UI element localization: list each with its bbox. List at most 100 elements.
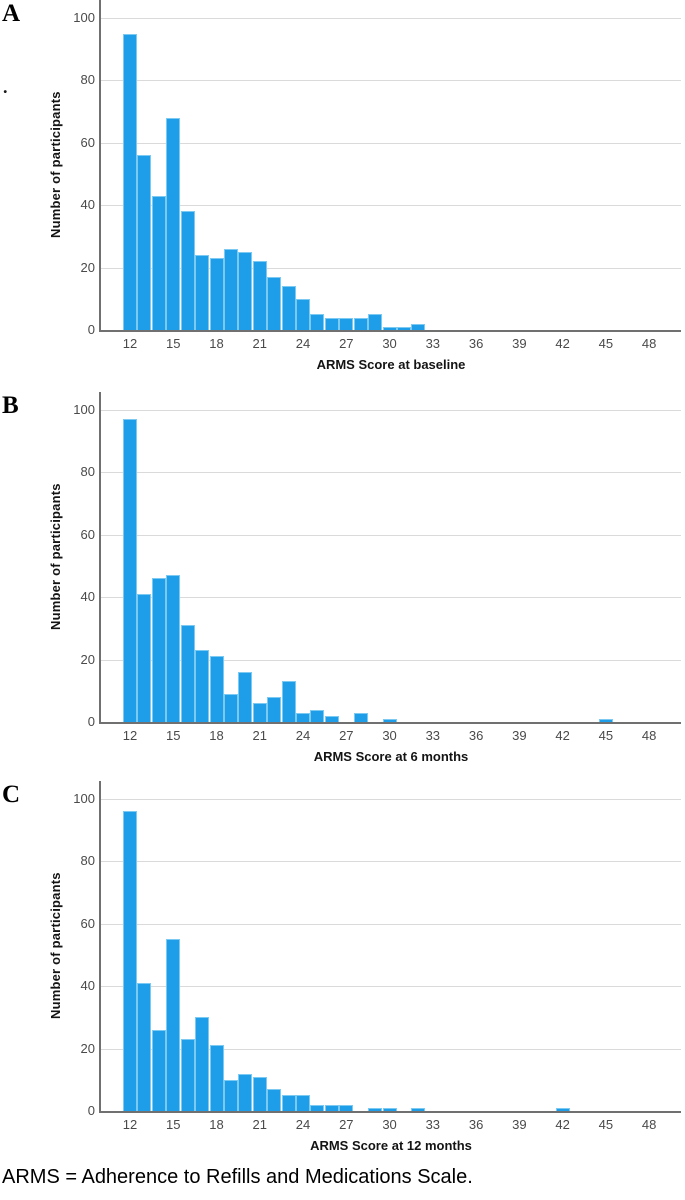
- histogram-bar: [296, 1095, 311, 1111]
- y-tick-label: 100: [73, 402, 95, 417]
- histogram-bar: [324, 1104, 339, 1111]
- histogram-bar: [180, 211, 195, 330]
- x-tick-label: 42: [555, 336, 570, 351]
- histogram-bar: [166, 939, 181, 1111]
- gridline: [101, 659, 681, 661]
- x-axis-title: ARMS Score at 6 months: [313, 749, 469, 764]
- histogram-bar: [180, 1039, 195, 1111]
- histogram-bar: [195, 1017, 210, 1111]
- histogram-bar: [339, 317, 354, 330]
- gridline: [101, 986, 681, 988]
- x-tick-label: 39: [512, 728, 527, 743]
- histogram-bar: [353, 712, 368, 722]
- x-axis-title: ARMS Score at 12 months: [310, 1138, 472, 1153]
- x-axis-line: [99, 1111, 681, 1113]
- x-tick-label: 48: [641, 728, 657, 743]
- y-tick-label: 20: [80, 259, 95, 275]
- x-tick-label: 18: [209, 728, 224, 743]
- histogram-bar: [151, 578, 166, 722]
- x-tick-label: 24: [295, 336, 311, 351]
- histogram-bar: [166, 117, 181, 330]
- histogram-bar: [166, 575, 181, 722]
- histogram-bar: [223, 1079, 238, 1111]
- panel-label: C: [2, 781, 21, 808]
- gridline: [101, 1048, 681, 1050]
- histogram-bar: [238, 1073, 253, 1111]
- x-tick-label: 12: [122, 728, 138, 743]
- histogram-bar: [267, 697, 282, 722]
- histogram-bar: [151, 1029, 166, 1111]
- histogram-bar: [238, 252, 253, 330]
- y-axis-line: [99, 392, 101, 724]
- y-axis-title: Number of participants: [48, 872, 63, 1020]
- y-tick-label: 0: [87, 714, 95, 729]
- x-tick-label: 27: [339, 336, 354, 351]
- y-tick-label: 0: [87, 322, 95, 337]
- histogram-bar: [281, 681, 296, 722]
- histogram-bar: [310, 314, 325, 330]
- histogram-bar: [123, 811, 137, 1111]
- x-tick-label: 33: [425, 336, 441, 351]
- histogram-bar: [137, 594, 152, 722]
- x-tick-label: 15: [166, 336, 181, 351]
- histogram-bar: [252, 261, 267, 330]
- histogram-bar: [310, 709, 325, 722]
- x-tick-label: 18: [209, 336, 224, 351]
- x-tick-label: 30: [382, 728, 397, 743]
- histogram-bar: [137, 155, 152, 330]
- y-axis-title: Number of participants: [48, 483, 63, 631]
- x-tick-label: 33: [425, 728, 441, 743]
- histogram-bar: [281, 286, 296, 330]
- y-tick-label: 40: [80, 197, 95, 213]
- y-tick-label: 80: [80, 72, 95, 88]
- panel-label: B: [2, 392, 19, 419]
- histogram-bar: [396, 326, 411, 330]
- y-axis-line: [99, 0, 101, 332]
- histogram-bar: [195, 650, 210, 722]
- gridline: [101, 597, 681, 599]
- x-tick-label: 12: [122, 336, 138, 351]
- x-tick-label: 30: [382, 336, 397, 351]
- y-tick-label: 80: [80, 853, 95, 869]
- x-tick-label: 45: [598, 1117, 614, 1132]
- gridline: [101, 410, 681, 411]
- y-tick-label: 40: [80, 589, 95, 605]
- x-tick-label: 15: [166, 1117, 181, 1132]
- y-tick-label: 60: [80, 526, 95, 542]
- histogram-bar: [324, 317, 339, 330]
- stray-period: .: [3, 77, 8, 97]
- x-tick-label: 48: [641, 336, 657, 351]
- histogram-bar: [382, 326, 397, 330]
- x-tick-label: 45: [598, 336, 614, 351]
- x-tick-label: 21: [252, 728, 267, 743]
- histogram-bar: [296, 712, 311, 722]
- x-tick-label: 24: [295, 1117, 311, 1132]
- histogram-bar: [411, 323, 426, 330]
- histogram-bar: [382, 1107, 397, 1111]
- gridline: [101, 267, 681, 269]
- x-tick-label: 18: [209, 1117, 224, 1132]
- histogram-bar: [324, 715, 339, 722]
- x-tick-label: 27: [339, 1117, 354, 1132]
- gridline: [101, 923, 681, 925]
- y-tick-label: 100: [73, 791, 95, 806]
- x-tick-label: 45: [598, 728, 614, 743]
- gridline: [101, 18, 681, 19]
- histogram-bar: [137, 983, 152, 1111]
- x-axis-line: [99, 330, 681, 332]
- histogram-bar: [598, 718, 613, 722]
- histogram-bar: [252, 1076, 267, 1111]
- histogram-bar: [382, 718, 397, 722]
- x-tick-label: 42: [555, 1117, 570, 1132]
- gridline: [101, 80, 681, 82]
- histogram-bar: [209, 258, 224, 330]
- panel-label: A: [2, 0, 21, 27]
- y-tick-label: 100: [73, 10, 95, 25]
- histogram-bar: [411, 1107, 426, 1111]
- x-tick-label: 24: [295, 728, 311, 743]
- y-tick-label: 20: [80, 651, 95, 667]
- y-tick-label: 0: [87, 1103, 95, 1118]
- y-tick-label: 60: [80, 915, 95, 931]
- histogram-bar: [209, 1045, 224, 1111]
